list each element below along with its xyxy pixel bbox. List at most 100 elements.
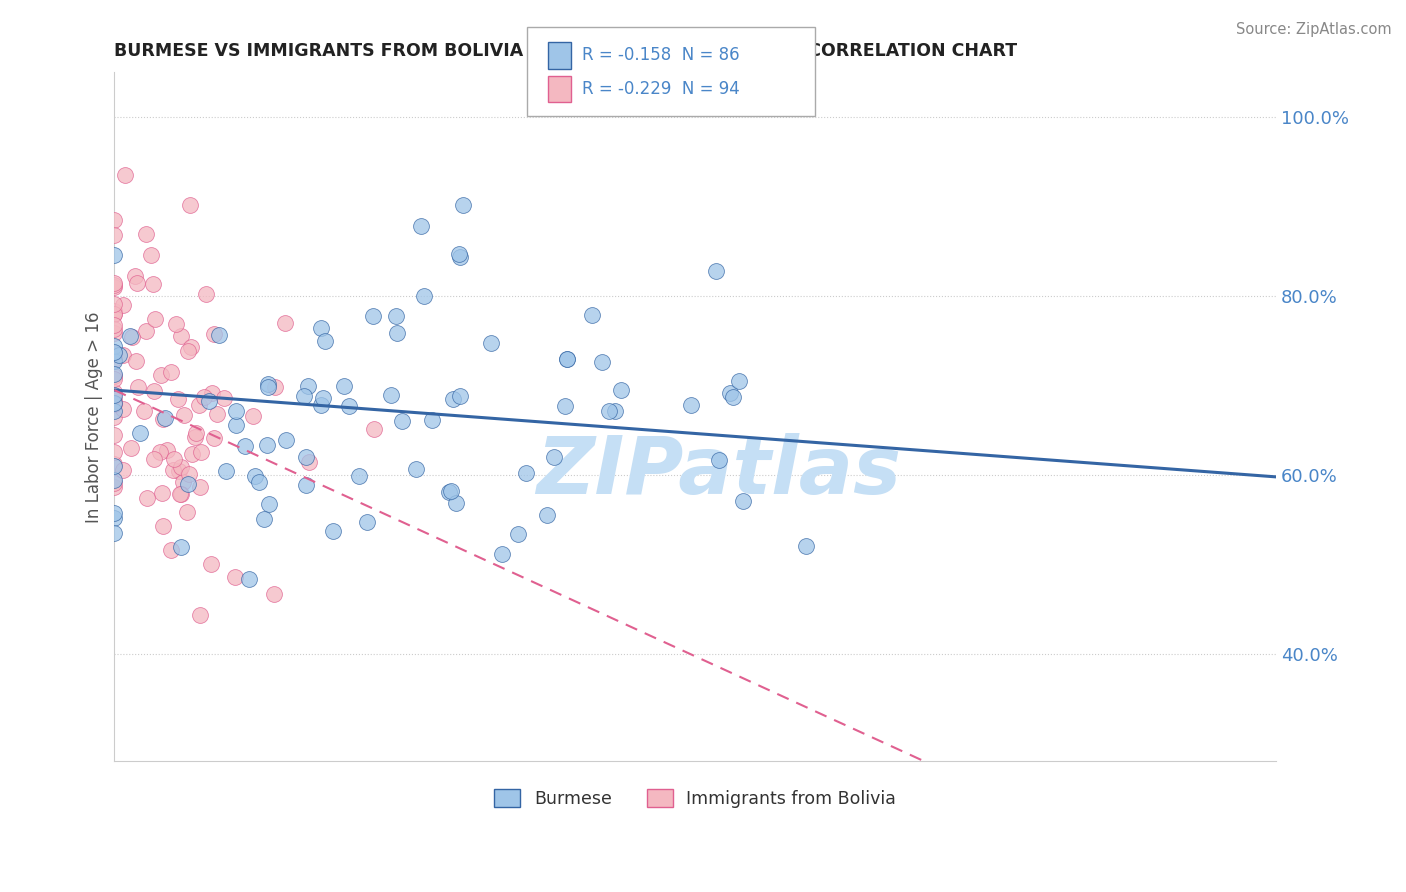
Point [177,467,200,481]
Point [447,247,470,261]
Point [245,469,267,483]
Point [169,460,191,475]
Point [190,607,212,622]
Point [391,414,413,428]
Point [190,444,212,458]
Point [159,543,181,558]
Point [225,418,247,433]
Point [103,297,125,311]
Point [121,330,143,344]
Point [103,367,125,381]
Point [103,318,125,332]
Point [103,213,125,227]
Point [297,379,319,393]
Point [515,466,537,480]
Point [449,250,471,264]
Point [170,540,193,554]
Point [112,463,135,477]
Point [187,399,209,413]
Point [274,316,297,330]
Point [256,438,278,452]
Point [176,344,198,359]
Point [103,347,125,361]
Point [103,396,125,410]
Point [169,486,191,500]
Point [276,433,298,447]
Point [202,431,225,445]
Point [292,389,315,403]
Point [295,478,318,492]
Point [437,485,460,500]
Point [103,392,125,406]
Point [103,480,125,494]
Point [479,336,502,351]
Point [444,496,467,510]
Point [112,348,135,362]
Point [167,392,190,406]
Y-axis label: In Labor Force | Age > 16: In Labor Force | Age > 16 [86,311,103,523]
Point [256,380,278,394]
Point [679,399,702,413]
Point [156,442,179,457]
Point [103,473,125,487]
Point [136,491,159,505]
Point [347,469,370,483]
Point [721,390,744,404]
Point [441,392,464,406]
Point [125,353,148,368]
Point [200,558,222,572]
Point [225,404,247,418]
Point [103,339,125,353]
Point [111,298,134,312]
Point [125,277,148,291]
Point [103,346,125,360]
Point [103,280,125,294]
Point [103,322,125,336]
Point [311,398,333,412]
Point [127,380,149,394]
Point [103,354,125,368]
Point [103,397,125,411]
Point [103,248,125,262]
Point [536,508,558,522]
Point [314,334,336,348]
Point [103,526,125,541]
Point [103,395,125,409]
Point [242,409,264,423]
Point [149,368,172,382]
Point [167,463,190,477]
Point [731,494,754,508]
Point [163,452,186,467]
Point [543,450,565,464]
Point [257,497,280,511]
Point [103,475,125,490]
Point [202,327,225,342]
Point [103,445,125,459]
Point [440,483,463,498]
Point [491,547,513,561]
Legend: Burmese, Immigrants from Bolivia: Burmese, Immigrants from Bolivia [486,782,903,814]
Point [103,428,125,442]
Point [605,404,627,418]
Point [224,570,246,584]
Point [312,392,335,406]
Point [162,463,184,477]
Point [135,227,157,241]
Point [103,352,125,367]
Point [152,518,174,533]
Point [238,572,260,586]
Point [411,219,433,234]
Point [184,430,207,444]
Point [201,386,224,401]
Point [193,391,215,405]
Point [111,402,134,417]
Point [103,345,125,359]
Point [197,393,219,408]
Point [247,475,270,489]
Point [794,540,817,554]
Point [179,198,201,212]
Point [554,399,576,413]
Point [142,277,165,291]
Point [118,328,141,343]
Point [385,309,408,323]
